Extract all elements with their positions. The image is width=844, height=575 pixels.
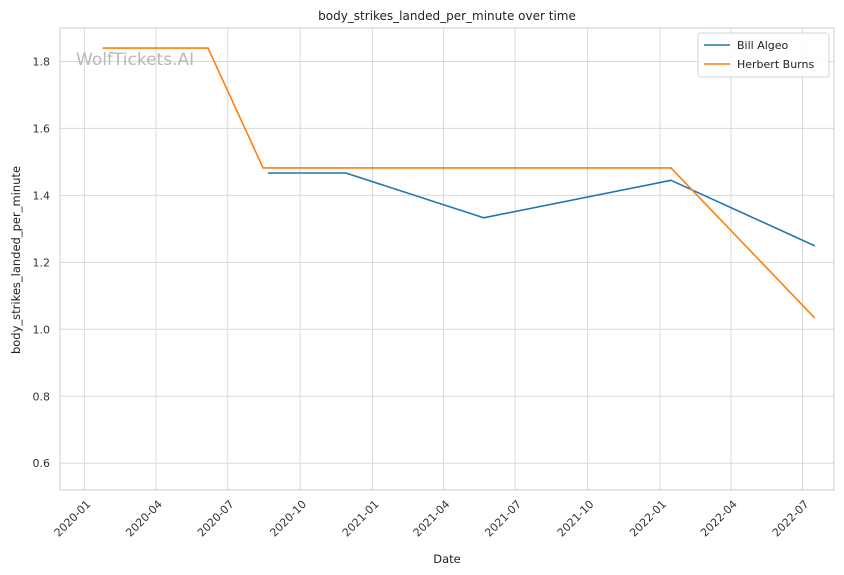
data-point-herbert-burns bbox=[262, 167, 264, 169]
data-point-herbert-burns bbox=[207, 47, 209, 49]
data-point-herbert-burns bbox=[813, 316, 816, 319]
y-tick-label: 0.6 bbox=[33, 457, 51, 470]
legend: Bill Algeo Herbert Burns bbox=[697, 32, 830, 78]
grid bbox=[60, 28, 834, 490]
legend-label-herbert-burns: Herbert Burns bbox=[737, 58, 814, 71]
data-point-bill-algeo bbox=[345, 172, 347, 174]
x-tick-label: 2020-01 bbox=[52, 498, 94, 540]
y-tick-label: 1.8 bbox=[33, 55, 51, 68]
x-axis-label: Date bbox=[433, 552, 461, 566]
x-tick-label: 2022-04 bbox=[698, 498, 740, 540]
y-tick-label: 1.4 bbox=[33, 189, 51, 202]
y-tick-label: 0.8 bbox=[33, 390, 51, 403]
series-line-bill-algeo bbox=[268, 172, 815, 247]
x-axis-ticks: 2020-01 2020-04 2020-07 2020-10 2021-01 2021-… bbox=[52, 498, 812, 540]
y-axis-ticks: 0.6 0.8 1.0 1.2 1.4 1.6 1.8 bbox=[33, 55, 51, 470]
y-tick-label: 1.2 bbox=[33, 256, 51, 269]
x-tick-label: 2020-04 bbox=[123, 498, 165, 540]
data-point-bill-algeo bbox=[670, 179, 672, 182]
plot-area-frame bbox=[59, 27, 835, 491]
watermark: WolfTickets.AI bbox=[76, 50, 194, 70]
data-point-bill-algeo bbox=[267, 172, 270, 174]
x-tick-label: 2021-04 bbox=[411, 498, 453, 540]
series bbox=[102, 47, 816, 319]
data-point-herbert-burns bbox=[102, 47, 105, 49]
x-tick-label: 2022-01 bbox=[627, 498, 669, 540]
y-tick-label: 1.6 bbox=[33, 122, 51, 135]
x-tick-label: 2021-07 bbox=[482, 498, 524, 540]
chart-title: body_strikes_landed_per_minute over time bbox=[318, 9, 576, 23]
x-tick-label: 2020-10 bbox=[267, 498, 309, 540]
y-tick-label: 1.0 bbox=[33, 323, 51, 336]
data-point-bill-algeo bbox=[813, 244, 816, 247]
x-tick-label: 2021-01 bbox=[340, 498, 382, 540]
legend-box bbox=[697, 32, 830, 78]
legend-label-bill-algeo: Bill Algeo bbox=[737, 39, 789, 52]
x-tick-label: 2022-07 bbox=[770, 498, 812, 540]
data-point-herbert-burns bbox=[670, 167, 672, 169]
x-tick-label: 2021-10 bbox=[555, 498, 597, 540]
x-tick-label: 2020-07 bbox=[195, 498, 237, 540]
y-axis-label: body_strikes_landed_per_minute bbox=[9, 166, 23, 354]
data-point-bill-algeo bbox=[482, 217, 485, 219]
series-line-herbert-burns bbox=[103, 47, 815, 319]
